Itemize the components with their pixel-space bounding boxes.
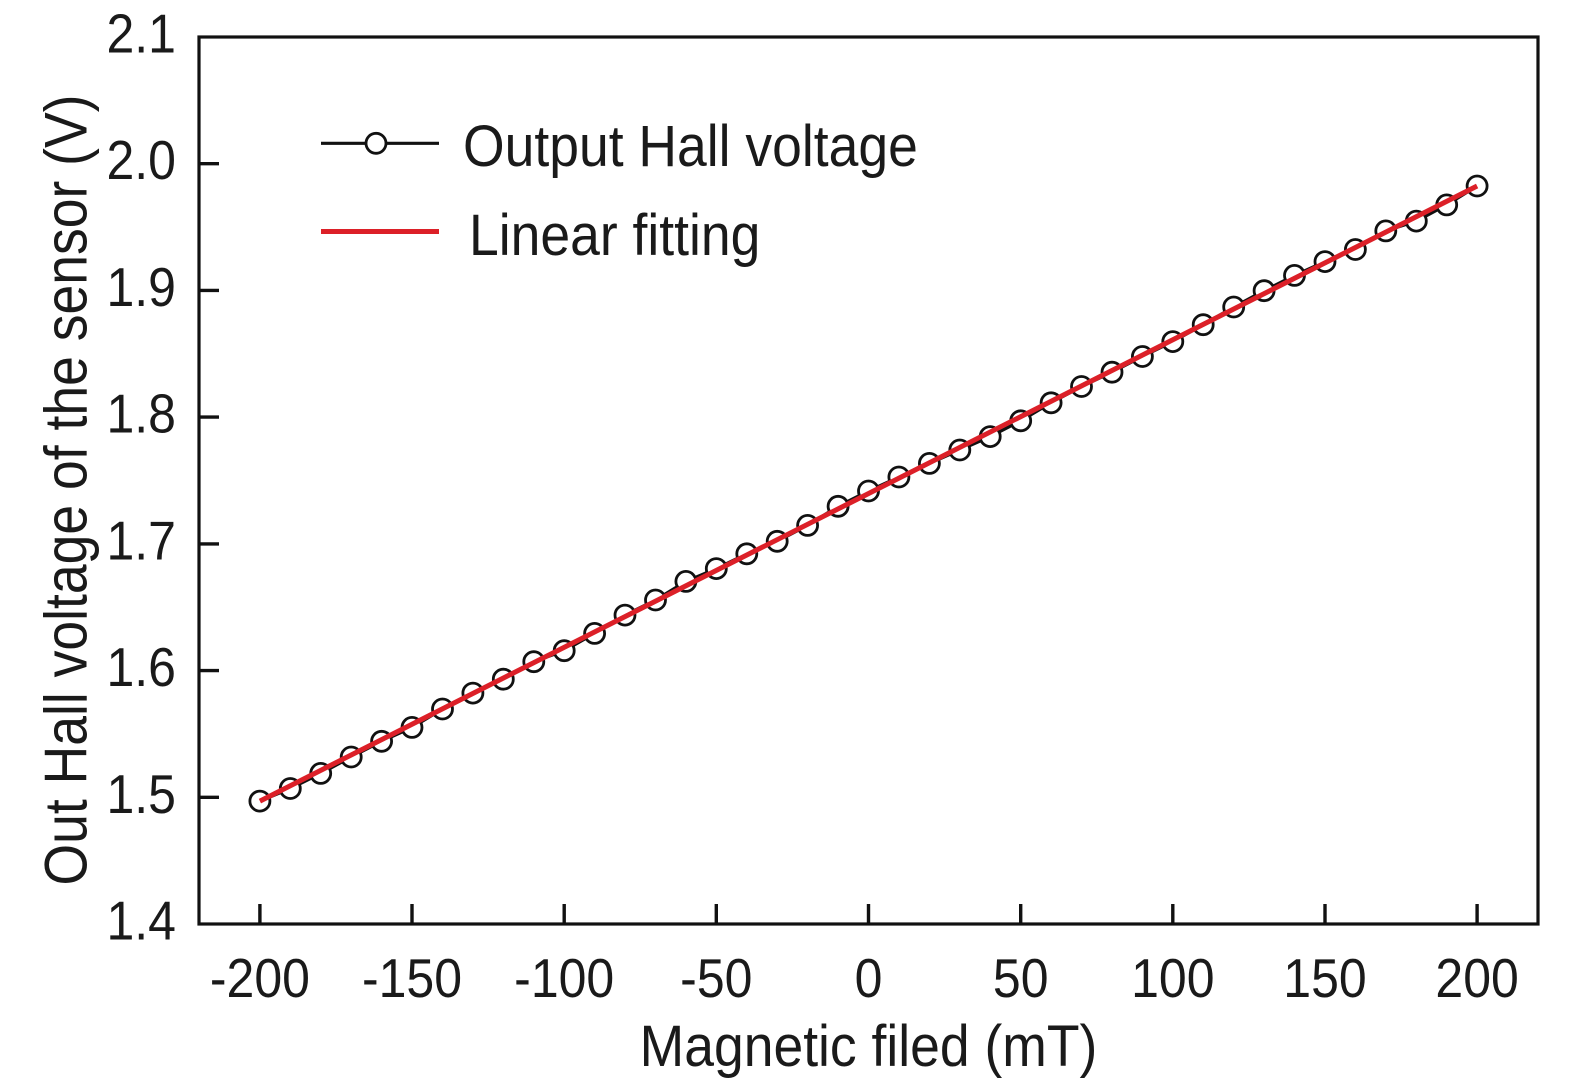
svg-text:2.0: 2.0 — [106, 131, 176, 191]
svg-text:Out Hall voltage of the sensor: Out Hall voltage of the sensor (V) — [34, 95, 100, 886]
svg-text:-150: -150 — [362, 949, 462, 1009]
svg-text:200: 200 — [1435, 949, 1518, 1009]
svg-text:Output Hall voltage: Output Hall voltage — [463, 113, 918, 179]
svg-text:100: 100 — [1131, 949, 1214, 1009]
svg-text:50: 50 — [993, 949, 1049, 1009]
svg-text:1.5: 1.5 — [106, 765, 176, 825]
svg-text:1.9: 1.9 — [106, 258, 176, 318]
svg-text:1.6: 1.6 — [106, 638, 176, 698]
svg-text:Linear fitting: Linear fitting — [469, 202, 760, 268]
svg-text:-100: -100 — [514, 949, 614, 1009]
svg-text:0: 0 — [855, 949, 883, 1009]
svg-text:1.7: 1.7 — [106, 512, 176, 572]
svg-text:150: 150 — [1283, 949, 1366, 1009]
svg-text:Magnetic filed (mT): Magnetic filed (mT) — [640, 1013, 1098, 1079]
svg-text:-200: -200 — [210, 949, 310, 1009]
svg-text:-50: -50 — [680, 949, 752, 1009]
svg-text:1.4: 1.4 — [106, 892, 176, 952]
svg-text:2.1: 2.1 — [106, 5, 176, 65]
svg-text:1.8: 1.8 — [106, 385, 176, 445]
